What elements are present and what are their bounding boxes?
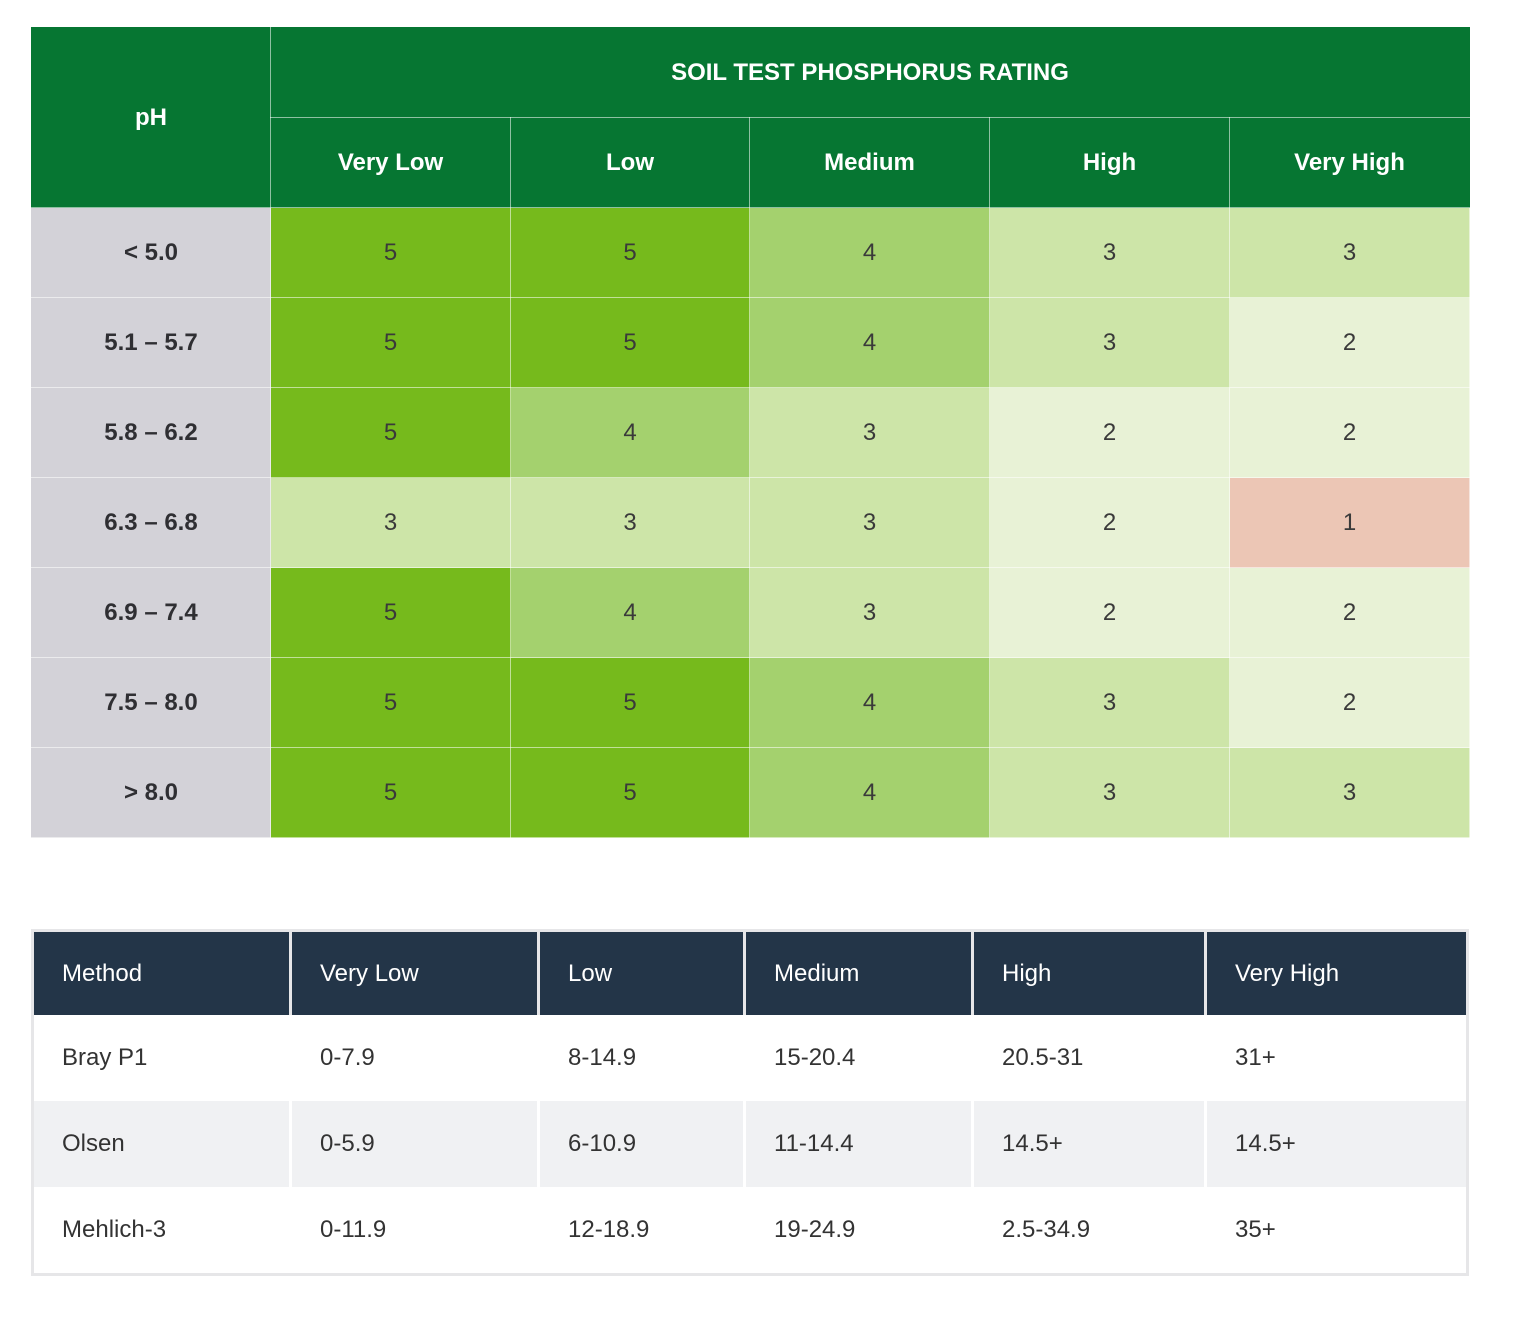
rating-column-low: Low [510, 117, 750, 208]
methods-table-frame: Method Very Low Low Medium High Very High Bra… [31, 929, 1469, 1276]
matrix-row: > 8.0 5 5 4 3 3 [31, 747, 1470, 838]
method-range-cell: 12-18.9 [540, 1187, 746, 1273]
matrix-row: 6.9 – 7.4 5 4 3 2 2 [31, 567, 1470, 658]
rating-value-cell: 3 [510, 477, 750, 568]
rating-value-cell: 4 [749, 657, 990, 748]
rating-value-cell: 4 [510, 567, 750, 658]
rating-value-cell: 4 [749, 207, 990, 298]
rating-value-cell: 4 [749, 747, 990, 838]
rating-value-cell: 5 [270, 567, 511, 658]
rating-column-medium: Medium [749, 117, 990, 208]
rating-value-cell: 5 [510, 747, 750, 838]
method-row: Mehlich-3 0-11.9 12-18.9 19-24.9 2.5-34.9 35+ [34, 1187, 1466, 1273]
method-range-cell: 2.5-34.9 [974, 1187, 1207, 1273]
method-row: Olsen 0-5.9 6-10.9 11-14.4 14.5+ 14.5+ [34, 1101, 1466, 1187]
methods-body: Bray P1 0-7.9 8-14.9 15-20.4 20.5-31 31+ Olsen… [34, 1015, 1466, 1273]
methods-column-header: Medium [746, 932, 974, 1015]
method-range-cell: 11-14.4 [746, 1101, 974, 1187]
ph-column-header: pH [31, 27, 271, 208]
rating-value-cell: 2 [989, 567, 1230, 658]
rating-value-cell: 3 [989, 657, 1230, 748]
ph-range-label: 6.3 – 6.8 [31, 477, 271, 568]
rating-column-very-low: Very Low [270, 117, 511, 208]
rating-value-cell: 3 [749, 567, 990, 658]
rating-value-cell: 2 [989, 477, 1230, 568]
rating-value-cell: 3 [989, 297, 1230, 388]
matrix-row: < 5.0 5 5 4 3 3 [31, 207, 1470, 298]
method-row: Bray P1 0-7.9 8-14.9 15-20.4 20.5-31 31+ [34, 1015, 1466, 1101]
rating-column-high: High [989, 117, 1230, 208]
method-range-cell: 6-10.9 [540, 1101, 746, 1187]
rating-value-cell: 5 [270, 747, 511, 838]
method-range-cell: 35+ [1235, 1216, 1276, 1243]
rating-value-cell: 2 [1229, 567, 1470, 658]
rating-column-very-high: Very High [1229, 117, 1470, 208]
ph-range-label: 7.5 – 8.0 [31, 657, 271, 748]
rating-value-cell: 3 [1229, 207, 1470, 298]
method-range-cell: 0-11.9 [292, 1187, 540, 1273]
rating-value-cell: 3 [1229, 747, 1470, 838]
ph-range-label: 5.8 – 6.2 [31, 387, 271, 478]
rating-value-cell: 3 [749, 387, 990, 478]
rating-value-cell: 2 [989, 387, 1230, 478]
rating-value-cell: 5 [510, 297, 750, 388]
methods-column-header: Method [34, 932, 292, 1015]
method-name-cell: Olsen [34, 1101, 292, 1187]
methods-column-header: High [974, 932, 1207, 1015]
method-range-cell: 19-24.9 [746, 1187, 974, 1273]
matrix-row: 6.3 – 6.8 3 3 3 2 1 [31, 477, 1470, 568]
ph-range-label: 6.9 – 7.4 [31, 567, 271, 658]
rating-value-cell: 2 [1229, 657, 1470, 748]
method-ranges-table: Method Very Low Low Medium High Very High Bra… [34, 932, 1466, 1273]
rating-value-cell: 1 [1229, 477, 1470, 568]
rating-value-cell: 2 [1229, 297, 1470, 388]
matrix-row: 7.5 – 8.0 5 5 4 3 2 [31, 657, 1470, 748]
ph-range-label: 5.1 – 5.7 [31, 297, 271, 388]
methods-column-header: Very High [1207, 932, 1466, 1015]
rating-value-cell: 4 [749, 297, 990, 388]
rating-value-cell: 5 [510, 207, 750, 298]
method-range-cell: 14.5+ [1207, 1101, 1466, 1187]
ph-range-label: < 5.0 [31, 207, 271, 298]
rating-value-cell: 3 [749, 477, 990, 568]
methods-column-header: Very Low [292, 932, 540, 1015]
method-range-cell: 0-5.9 [292, 1101, 540, 1187]
rating-value-cell: 5 [270, 387, 511, 478]
methods-header-row: Method Very Low Low Medium High Very High [34, 932, 1466, 1015]
rating-value-cell: 5 [270, 207, 511, 298]
method-name-cell: Mehlich-3 [34, 1187, 292, 1273]
method-range-cell: 31+ [1235, 1044, 1276, 1071]
methods-column-header: Low [540, 932, 746, 1015]
rating-value-cell: 4 [510, 387, 750, 478]
matrix-body: < 5.0 5 5 4 3 3 5.1 – 5.7 5 5 4 3 2 5.8 – 6.2 5 4 3 2 2 6.… [31, 207, 1470, 838]
method-range-cell: 0-7.9 [292, 1015, 540, 1101]
rating-value-cell: 5 [270, 297, 511, 388]
method-range-cell: 20.5-31 [974, 1015, 1207, 1101]
rating-value-cell: 5 [510, 657, 750, 748]
method-range-cell: 8-14.9 [540, 1015, 746, 1101]
rating-value-cell: 3 [989, 207, 1230, 298]
rating-value-cell: 2 [1229, 387, 1470, 478]
rating-value-cell: 3 [989, 747, 1230, 838]
method-range-cell: 14.5+ [974, 1101, 1207, 1187]
method-range-cell: 15-20.4 [746, 1015, 974, 1101]
rating-value-cell: 5 [270, 657, 511, 748]
phosphorus-rating-matrix: pH SOIL TEST PHOSPHORUS RATING Very Low … [31, 27, 1470, 838]
method-name-cell: Bray P1 [34, 1015, 292, 1101]
ph-range-label: > 8.0 [31, 747, 271, 838]
soil-test-rating-header: SOIL TEST PHOSPHORUS RATING [270, 27, 1470, 118]
rating-value-cell: 3 [270, 477, 511, 568]
matrix-row: 5.1 – 5.7 5 5 4 3 2 [31, 297, 1470, 388]
matrix-row: 5.8 – 6.2 5 4 3 2 2 [31, 387, 1470, 478]
